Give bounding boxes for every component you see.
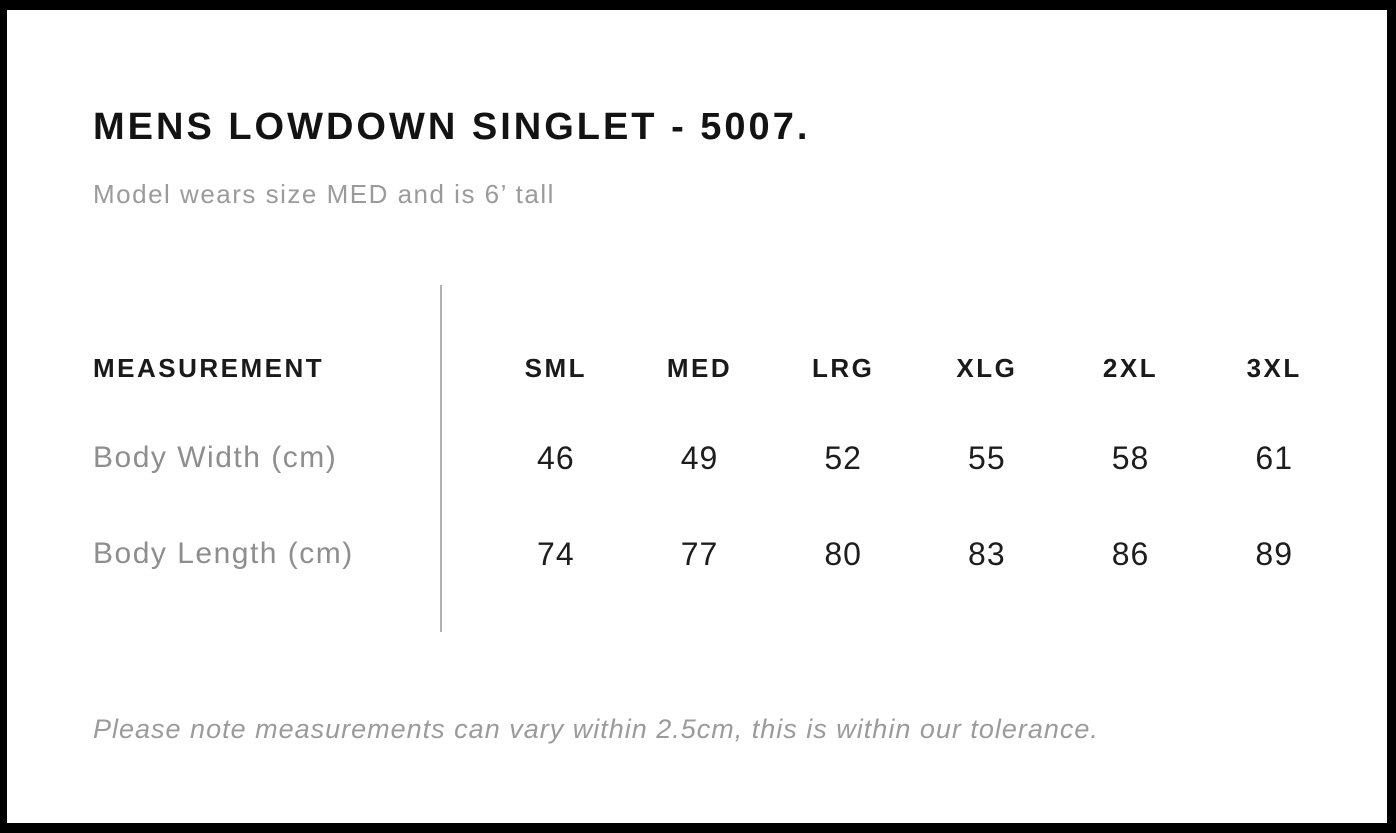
body-length-value-med: 77	[680, 535, 719, 572]
body-length-value-sml: 74	[537, 535, 575, 572]
body-length-value-lrg: 80	[824, 535, 862, 572]
size-column-header-lrg: LRG	[811, 352, 875, 383]
page-title: MENS LOWDOWN SINGLET - 5007.	[93, 106, 811, 148]
body-width-row-label: Body Width (cm)	[93, 441, 338, 474]
body-length-value-2xl: 86	[1111, 535, 1150, 572]
table-vertical-divider	[440, 285, 442, 632]
tolerance-note: Please note measurements can vary within…	[93, 714, 1099, 744]
body-width-value-2xl: 58	[1111, 439, 1150, 476]
measurement-column-header: MEASUREMENT	[93, 352, 325, 383]
table-row: Body Length (cm) 74 77 80 83 86 89	[93, 532, 1346, 576]
body-length-value-3xl: 89	[1255, 535, 1293, 572]
body-length-value-xlg: 83	[968, 535, 1006, 572]
body-width-value-sml: 46	[537, 439, 575, 476]
body-width-value-xlg: 55	[968, 439, 1006, 476]
size-column-header-xlg: XLG	[956, 352, 1018, 383]
body-width-value-lrg: 52	[824, 439, 862, 476]
size-table: MEASUREMENT SML MED LRG XLG 2XL 3XL Body…	[7, 285, 1387, 632]
model-size-subtitle: Model wears size MED and is 6’ tall	[93, 179, 555, 209]
size-column-header-2xl: 2XL	[1102, 352, 1159, 383]
table-row: Body Width (cm) 46 49 52 55 58 61	[93, 436, 1346, 480]
size-chart-page: MENS LOWDOWN SINGLET - 5007. Model wears…	[7, 10, 1387, 823]
table-header-row: MEASUREMENT SML MED LRG XLG 2XL 3XL	[93, 346, 1346, 390]
size-column-header-med: MED	[666, 352, 733, 383]
body-length-row-label: Body Length (cm)	[93, 537, 354, 570]
size-column-header-sml: SML	[524, 352, 588, 383]
body-width-value-med: 49	[680, 439, 719, 476]
body-width-value-3xl: 61	[1255, 439, 1293, 476]
size-column-header-3xl: 3XL	[1246, 352, 1302, 383]
